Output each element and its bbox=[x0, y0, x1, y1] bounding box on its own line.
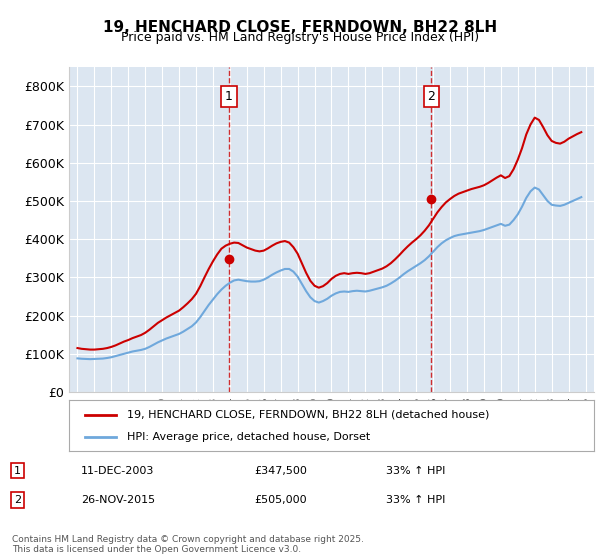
Text: £347,500: £347,500 bbox=[254, 465, 307, 475]
Text: 1: 1 bbox=[225, 90, 233, 103]
Text: 33% ↑ HPI: 33% ↑ HPI bbox=[386, 495, 446, 505]
Text: 2: 2 bbox=[14, 495, 22, 505]
Text: 11-DEC-2003: 11-DEC-2003 bbox=[81, 465, 154, 475]
Text: HPI: Average price, detached house, Dorset: HPI: Average price, detached house, Dors… bbox=[127, 432, 370, 442]
Text: 26-NOV-2015: 26-NOV-2015 bbox=[81, 495, 155, 505]
Text: £505,000: £505,000 bbox=[254, 495, 307, 505]
Text: Contains HM Land Registry data © Crown copyright and database right 2025.
This d: Contains HM Land Registry data © Crown c… bbox=[12, 535, 364, 554]
Text: 19, HENCHARD CLOSE, FERNDOWN, BH22 8LH (detached house): 19, HENCHARD CLOSE, FERNDOWN, BH22 8LH (… bbox=[127, 409, 489, 419]
Text: 1: 1 bbox=[14, 465, 21, 475]
Text: 19, HENCHARD CLOSE, FERNDOWN, BH22 8LH: 19, HENCHARD CLOSE, FERNDOWN, BH22 8LH bbox=[103, 20, 497, 35]
Text: 2: 2 bbox=[427, 90, 436, 103]
Text: 33% ↑ HPI: 33% ↑ HPI bbox=[386, 465, 446, 475]
Text: Price paid vs. HM Land Registry's House Price Index (HPI): Price paid vs. HM Land Registry's House … bbox=[121, 31, 479, 44]
